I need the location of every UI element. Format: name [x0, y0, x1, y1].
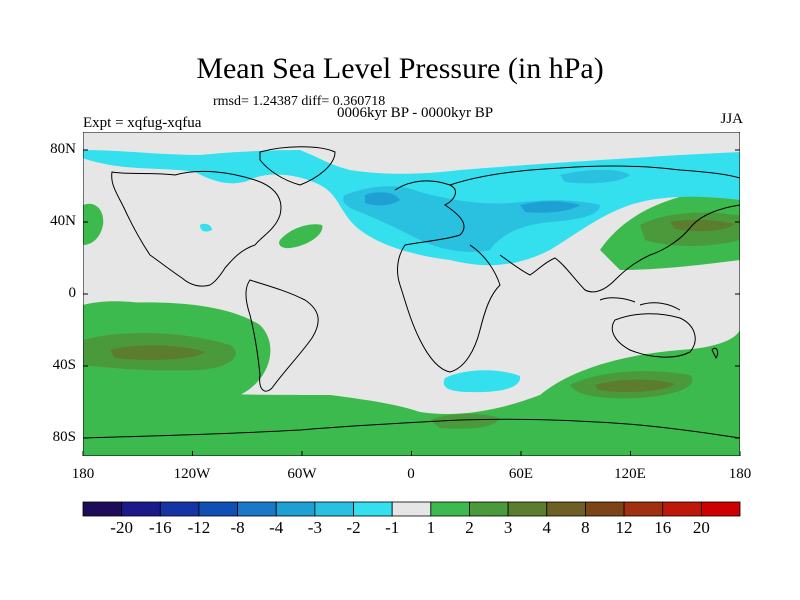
- new-zealand-coast: [711, 347, 719, 359]
- asia-coast: [449, 165, 740, 293]
- colorbar-swatch: [585, 501, 625, 517]
- colorbar-label: -20: [110, 518, 133, 537]
- north-pacific-dark-core: [670, 219, 735, 232]
- greenland-coast: [259, 146, 336, 186]
- stats-label: rmsd= 1.24387 diff= 0.360718: [213, 94, 386, 109]
- southern-ocean-dark-core: [595, 379, 675, 392]
- colorbar-swatch: [237, 501, 277, 517]
- antarctica-coast: [83, 418, 740, 439]
- colorbar-label: -16: [148, 518, 172, 537]
- colorbar-swatch: [198, 501, 238, 517]
- europe-dark-core: [365, 192, 400, 206]
- colorbar-swatch: [507, 501, 548, 517]
- lat-label-80n: 80N: [50, 141, 76, 157]
- europe-africa-coast: [394, 180, 501, 373]
- colorbar-swatch: [391, 501, 432, 517]
- colorbar-label: -3: [307, 518, 322, 537]
- colorbar-swatch: [275, 501, 316, 517]
- lon-label-0: 0: [407, 466, 415, 482]
- south-america-coast: [245, 279, 319, 392]
- colorbar-swatch: [662, 501, 702, 517]
- lon-label-60e: 60E: [508, 466, 534, 482]
- colorbar-swatch: [159, 501, 200, 517]
- central-asia-dark-core: [520, 201, 580, 213]
- south-atlantic-low: [443, 370, 521, 393]
- colorbar-label: -12: [187, 518, 211, 537]
- colorbar-swatch: [623, 501, 664, 517]
- colorbar-label: -1: [385, 518, 400, 537]
- colorbar-swatch: [314, 501, 354, 517]
- colorbar-label: -4: [269, 518, 284, 537]
- colorbar-swatch: [469, 501, 509, 517]
- north-asia-low: [560, 169, 630, 184]
- lon-label-60w: 60W: [287, 466, 317, 482]
- lat-label-40n: 40N: [50, 213, 76, 229]
- colorbar-label: 16: [654, 518, 672, 537]
- greenland-low: [200, 223, 212, 232]
- colorbar-label: 12: [615, 518, 633, 537]
- australia-coast: [611, 313, 696, 358]
- lat-label-40s: 40S: [52, 357, 76, 373]
- colorbar-label: -2: [346, 518, 361, 537]
- season-label: JJA: [720, 111, 743, 127]
- map-area: [83, 132, 740, 456]
- axis-ticks: [82, 149, 741, 456]
- colorbar-swatch: [353, 501, 393, 517]
- colorbar-label: 20: [692, 518, 710, 537]
- colorbar-swatch: [700, 501, 741, 517]
- lat-label-0: 0: [68, 285, 77, 301]
- experiment-label: Expt = xqfug-xqfua: [83, 115, 202, 131]
- colorbar-label: -8: [230, 518, 245, 537]
- colorbar-swatch: [82, 501, 123, 517]
- positive-anomaly-dark: [110, 219, 735, 392]
- south-atlantic-band: [83, 330, 740, 456]
- northwest-pacific-edge: [83, 203, 104, 245]
- east-pacific-tropical: [83, 301, 150, 312]
- colorbar-swatch: [546, 501, 586, 517]
- lat-label-80s: 80S: [52, 429, 76, 445]
- colorbar: [82, 501, 741, 517]
- negative-anomaly-dark: [365, 192, 580, 213]
- colorbar-label: 3: [503, 518, 513, 537]
- colorbar-label: 4: [542, 518, 552, 537]
- lon-label-120w: 120W: [173, 466, 211, 482]
- north-atlantic-blob: [279, 224, 323, 249]
- colorbar-label: 2: [465, 518, 474, 537]
- coastlines: [83, 146, 740, 439]
- west-pacific-band: [610, 195, 740, 258]
- colorbar-label: 1: [426, 518, 436, 537]
- north-america-coast: [111, 170, 282, 287]
- lon-label-180w: 180: [71, 466, 95, 482]
- colorbar-label: 8: [581, 518, 590, 537]
- lon-label-120e: 120E: [614, 466, 646, 482]
- colorbar-swatch: [430, 501, 470, 517]
- south-pacific-dark-core: [110, 345, 205, 360]
- antarctic-coast-patches: [430, 413, 500, 429]
- map-title: Mean Sea Level Pressure (in hPa): [196, 52, 604, 85]
- lon-label-180e: 180: [728, 466, 752, 482]
- colorbar-swatch: [121, 501, 161, 517]
- period-label: 0006kyr BP - 0000kyr BP: [336, 105, 494, 121]
- indonesia-coast: [599, 297, 681, 311]
